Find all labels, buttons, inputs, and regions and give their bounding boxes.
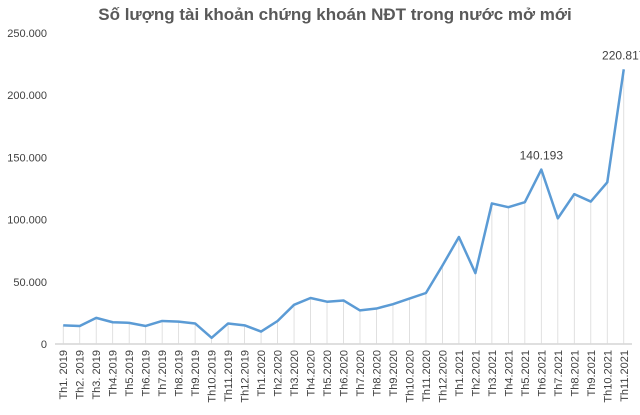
x-tick-label: Th2.2020 xyxy=(273,350,285,396)
x-tick-label: Th9.2019 xyxy=(190,350,202,396)
x-tick-label: Th11.2021 xyxy=(619,350,631,402)
y-tick-label: 100.000 xyxy=(7,215,47,227)
x-tick-label: Th10.2019 xyxy=(207,350,219,403)
x-tick-label: Th9.2021 xyxy=(586,350,598,396)
y-tick-label: 200.000 xyxy=(7,90,47,102)
y-tick-label: 0 xyxy=(41,339,47,351)
x-tick-label: Th11.2019 xyxy=(223,350,235,402)
x-tick-label: Th2.2021 xyxy=(470,350,482,396)
x-tick-label: Th6.2020 xyxy=(339,350,351,396)
data-label: 220.817 xyxy=(602,48,640,62)
x-tick-label: Th10.2021 xyxy=(602,350,614,403)
x-tick-label: Th5.2021 xyxy=(520,350,532,396)
x-tick-label: Th3.2020 xyxy=(289,350,301,396)
x-tick-label: Th1.2021 xyxy=(454,350,466,396)
x-tick-label: Th1.2020 xyxy=(256,350,268,396)
chart-title: Số lượng tài khoản chứng khoán NĐT trong… xyxy=(98,5,571,24)
x-tick-label: Th8.2021 xyxy=(569,350,581,396)
x-tick-label: Th8.2019 xyxy=(174,350,186,396)
x-tick-label: Th1. 2019 xyxy=(58,350,70,400)
y-tick-label: 50.000 xyxy=(13,277,47,289)
x-tick-label: Th11.2020 xyxy=(421,350,433,402)
x-tick-label: Th3.2021 xyxy=(487,350,499,396)
data-label: 140.193 xyxy=(520,149,564,163)
x-tick-label: Th3. 2019 xyxy=(91,350,103,400)
x-tick-label: Th7.2020 xyxy=(355,350,367,396)
x-tick-label: Th12.2019 xyxy=(240,350,252,403)
x-tick-label: Th5.2020 xyxy=(322,350,334,396)
x-tick-label: Th4.2019 xyxy=(108,350,120,396)
x-tick-label: Th8.2020 xyxy=(371,350,383,396)
x-tick-label: Th7.2021 xyxy=(553,350,565,396)
x-tick-label: Th4.2020 xyxy=(306,350,318,396)
y-tick-label: 150.000 xyxy=(7,152,47,164)
y-tick-label: 250.000 xyxy=(7,28,47,40)
x-tick-label: Th6.2021 xyxy=(536,350,548,396)
x-tick-label: Th6.2019 xyxy=(141,350,153,396)
x-tick-label: Th4.2021 xyxy=(503,350,515,396)
x-tick-label: Th10.2020 xyxy=(404,350,416,403)
x-tick-label: Th12.2020 xyxy=(437,350,449,403)
x-tick-label: Th9.2020 xyxy=(388,350,400,396)
x-tick-label: Th7.2019 xyxy=(157,350,169,396)
x-tick-label: Th5.2019 xyxy=(124,350,136,396)
line xyxy=(63,69,625,340)
x-tick-label: Th2. 2019 xyxy=(75,350,87,400)
